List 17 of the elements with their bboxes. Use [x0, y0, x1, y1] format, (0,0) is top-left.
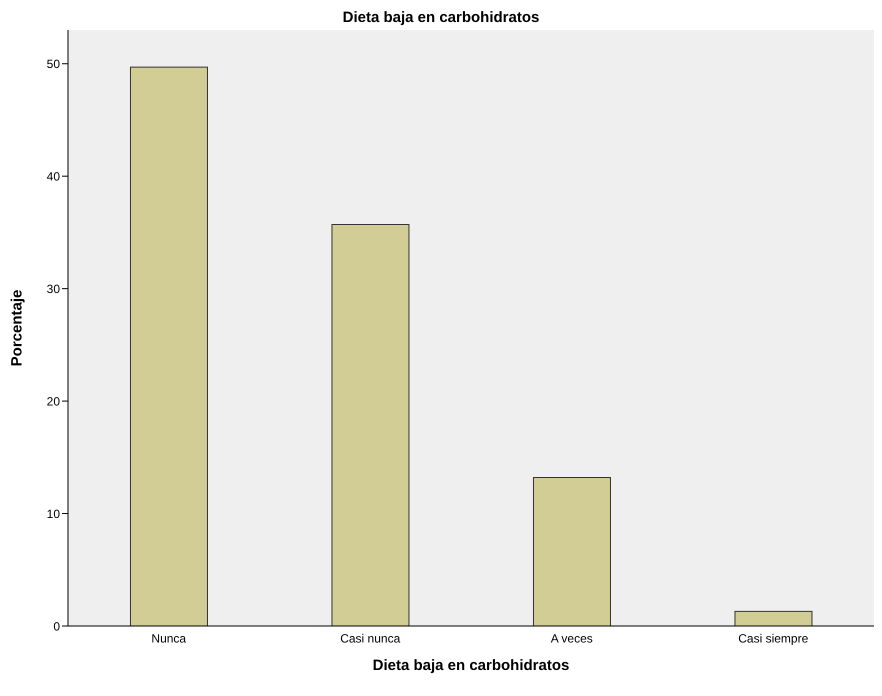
y-tick-label: 10 — [46, 506, 60, 521]
y-tick-label: 40 — [46, 169, 60, 184]
y-tick-label: 30 — [46, 282, 60, 296]
x-tick-label: A veces — [550, 632, 593, 646]
chart-title: Dieta baja en carbohidratos — [342, 8, 540, 28]
x-tick-label: Casi nunca — [340, 632, 401, 646]
y-tick-label: 0 — [53, 619, 60, 634]
x-tick-label: Casi siempre — [738, 632, 809, 646]
bar — [331, 224, 410, 626]
y-tick-label: 20 — [46, 394, 60, 408]
y-axis-title: Porcentaje — [8, 290, 26, 366]
x-tick-label: Nunca — [151, 632, 186, 646]
bar — [532, 477, 611, 626]
x-axis-title: Dieta baja en carbohidratos — [372, 657, 570, 674]
y-tick-label: 50 — [46, 56, 60, 71]
bar — [734, 610, 812, 626]
bar — [130, 66, 208, 626]
